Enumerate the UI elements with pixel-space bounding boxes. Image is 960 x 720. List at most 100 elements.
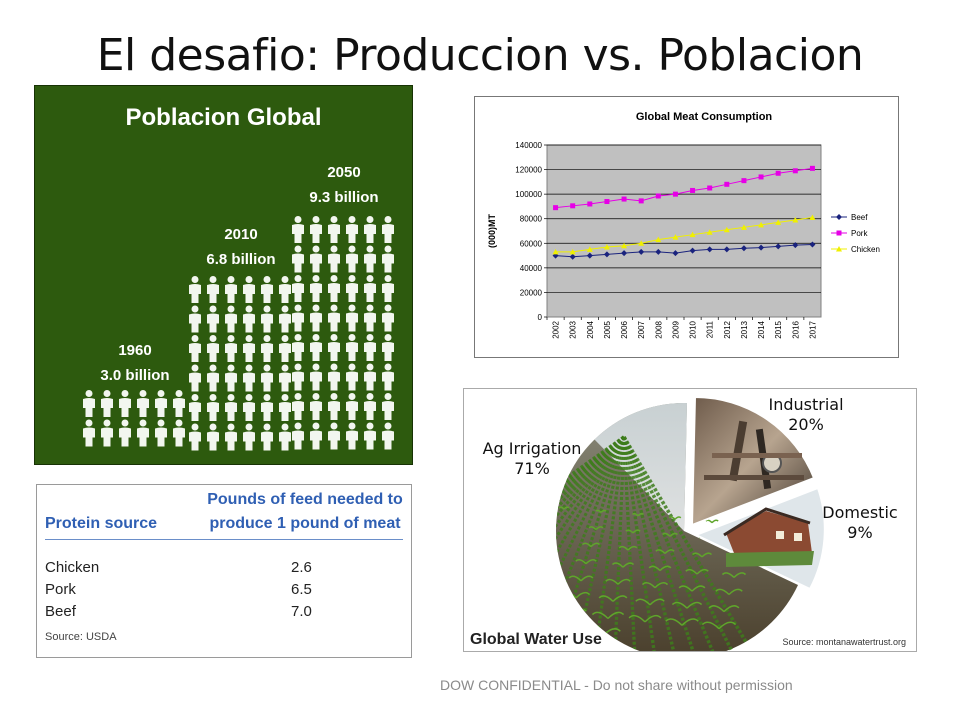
x-tick-label: 2012 xyxy=(723,320,732,338)
data-point xyxy=(690,187,696,193)
person-icon xyxy=(328,216,340,243)
series-line xyxy=(555,167,813,209)
ag-irrigation-pct: 71% xyxy=(514,459,550,478)
person-icon xyxy=(382,363,394,391)
data-point xyxy=(792,168,798,174)
data-point xyxy=(740,224,747,230)
domestic-slice xyxy=(693,486,826,591)
person-icon xyxy=(328,393,340,420)
person-icon xyxy=(243,276,255,303)
person-icon xyxy=(382,245,394,273)
series-chicken xyxy=(552,214,816,255)
person-icon xyxy=(225,305,237,333)
x-tick-label: 2014 xyxy=(757,320,766,338)
data-point xyxy=(706,229,713,235)
data-point xyxy=(792,242,799,249)
person-icon xyxy=(292,216,304,243)
water-use-pie xyxy=(556,395,826,651)
person-icon xyxy=(137,419,149,447)
protein-row-source: Chicken xyxy=(45,559,100,576)
x-tick-label: 2008 xyxy=(654,320,663,338)
person-icon xyxy=(189,394,201,421)
domestic-pct: 9% xyxy=(847,523,873,542)
person-icon xyxy=(310,245,322,273)
data-point xyxy=(655,193,661,199)
data-point xyxy=(809,214,816,220)
x-tick-label: 2013 xyxy=(740,320,749,338)
person-icon xyxy=(346,275,358,302)
person-icon xyxy=(119,419,131,447)
person-icon xyxy=(207,276,219,303)
water-use-panel: Ag Irrigation 71% Industrial 20% Domesti… xyxy=(463,388,917,652)
person-icon xyxy=(310,275,322,302)
person-icon xyxy=(261,335,273,362)
x-tick-label: 2015 xyxy=(774,320,783,338)
person-icon xyxy=(279,276,291,303)
x-tick-label: 2010 xyxy=(689,320,698,338)
person-icon xyxy=(382,304,394,332)
person-icon xyxy=(310,334,322,361)
data-point xyxy=(569,248,576,255)
ag-irrigation-name: Ag Irrigation xyxy=(482,439,582,458)
person-icon xyxy=(279,364,291,392)
domestic-label: Domestic 9% xyxy=(810,503,910,543)
person-icon xyxy=(83,419,95,447)
protein-row-source: Beef xyxy=(45,603,76,620)
legend-entry: Pork xyxy=(851,229,868,238)
person-icon xyxy=(261,276,273,303)
person-icon xyxy=(137,390,149,417)
x-tick-label: 2016 xyxy=(791,320,800,338)
population-column-1960: 1960 3.0 billion xyxy=(80,340,190,460)
meat-consumption-chart: Global Meat Consumption 0 20000 40000 60000 8… xyxy=(487,111,880,339)
person-icon xyxy=(225,394,237,421)
person-icon xyxy=(101,419,113,447)
person-icon xyxy=(189,276,201,303)
person-icon xyxy=(279,423,291,451)
data-point xyxy=(586,252,593,259)
ag-irrigation-label: Ag Irrigation 71% xyxy=(472,439,592,479)
protein-source-header: Protein source xyxy=(45,515,158,532)
person-icon xyxy=(261,305,273,333)
x-tick-label: 2017 xyxy=(808,320,817,338)
person-icon xyxy=(364,216,376,243)
industrial-pct: 20% xyxy=(788,415,824,434)
y-tick-label: 40000 xyxy=(520,264,543,273)
person-icon xyxy=(225,276,237,303)
data-point xyxy=(689,231,696,238)
person-icon xyxy=(310,216,322,243)
person-icon xyxy=(243,364,255,392)
person-icon xyxy=(207,394,219,421)
data-point xyxy=(603,251,610,258)
person-icon xyxy=(364,334,376,361)
data-point xyxy=(758,244,765,251)
person-icon xyxy=(279,335,291,362)
data-point xyxy=(587,201,593,207)
population-value: 6.8 billion xyxy=(206,251,276,268)
person-icon xyxy=(364,393,376,420)
person-icon xyxy=(261,394,273,421)
person-icon xyxy=(292,245,304,273)
protein-header-rule xyxy=(45,539,403,540)
data-point xyxy=(758,221,765,228)
x-tick-label: 2005 xyxy=(603,320,612,338)
data-point xyxy=(621,250,628,257)
person-icon xyxy=(261,364,273,392)
person-icon xyxy=(279,394,291,421)
protein-row-pounds: 7.0 xyxy=(291,603,312,620)
data-point xyxy=(586,246,593,252)
data-point xyxy=(621,242,628,249)
person-icon xyxy=(328,334,340,361)
person-icon xyxy=(279,305,291,333)
domestic-name: Domestic xyxy=(822,503,898,522)
x-tick-label: 2011 xyxy=(706,320,715,338)
data-point xyxy=(775,243,782,250)
person-icon xyxy=(328,304,340,332)
data-point xyxy=(672,191,678,197)
protein-source-note: Source: USDA xyxy=(45,631,117,643)
person-icon xyxy=(328,363,340,391)
person-icon xyxy=(101,390,113,417)
data-point xyxy=(809,241,816,248)
data-point xyxy=(570,203,576,209)
x-tick-label: 2002 xyxy=(552,320,561,338)
data-point xyxy=(604,199,610,205)
